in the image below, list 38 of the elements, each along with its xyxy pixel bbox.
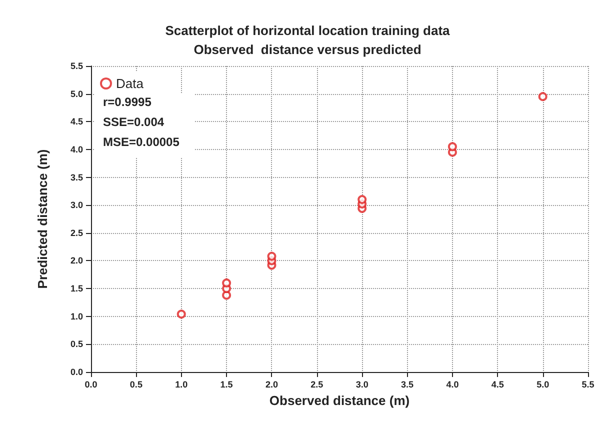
legend-label: Data bbox=[116, 76, 144, 91]
y-tick-label: 2.0 bbox=[70, 256, 83, 266]
x-tick-label: 0.5 bbox=[130, 380, 142, 390]
y-tick-label: 5.5 bbox=[70, 61, 83, 71]
y-tick-label: 5.0 bbox=[70, 88, 83, 99]
point bbox=[267, 252, 276, 261]
y-axis-title: Predicted distance (m) bbox=[35, 149, 50, 289]
y-tick-label: 4.0 bbox=[70, 144, 83, 154]
y-tick-label: 1.0 bbox=[70, 311, 83, 322]
x-tick-label: 1.0 bbox=[175, 380, 188, 390]
y-tick-label: 4.5 bbox=[70, 116, 83, 127]
x-tick-label: 4.5 bbox=[491, 380, 504, 390]
y-tick-label: 0.0 bbox=[70, 367, 83, 377]
point bbox=[538, 92, 548, 102]
annotation: MSE=0.00005 bbox=[103, 135, 180, 149]
point bbox=[176, 310, 186, 319]
y-tick-label: 2.5 bbox=[70, 228, 83, 238]
x-tick-label: 2.0 bbox=[265, 380, 278, 390]
y-tick-label: 0.5 bbox=[70, 339, 83, 350]
x-tick-label: 5.0 bbox=[536, 380, 550, 390]
x-tick-label: 0.0 bbox=[84, 380, 98, 390]
x-axis-title: Observed distance (m) bbox=[269, 393, 410, 408]
y-tick-label: 1.5 bbox=[70, 284, 83, 294]
y-tick-label: 3.5 bbox=[70, 172, 83, 182]
point bbox=[358, 195, 367, 204]
x-tick-label: 1.5 bbox=[220, 380, 233, 390]
point bbox=[222, 278, 232, 288]
point bbox=[448, 142, 457, 152]
annotation: SSE=0.004 bbox=[103, 115, 164, 129]
annotation: r=0.9995 bbox=[103, 95, 152, 109]
x-tick-label: 2.5 bbox=[310, 380, 324, 390]
y-tick-label: 3.0 bbox=[70, 200, 83, 210]
chart-title: Scatterplot of horizontal location training data Observed distance versus predicted bbox=[165, 23, 451, 57]
point bbox=[222, 290, 232, 300]
x-tick-label: 3.0 bbox=[356, 380, 368, 390]
x-tick-label: 3.5 bbox=[401, 380, 414, 390]
x-tick-label: 5.5 bbox=[582, 380, 594, 390]
x-tick-label: 4.0 bbox=[446, 380, 459, 390]
